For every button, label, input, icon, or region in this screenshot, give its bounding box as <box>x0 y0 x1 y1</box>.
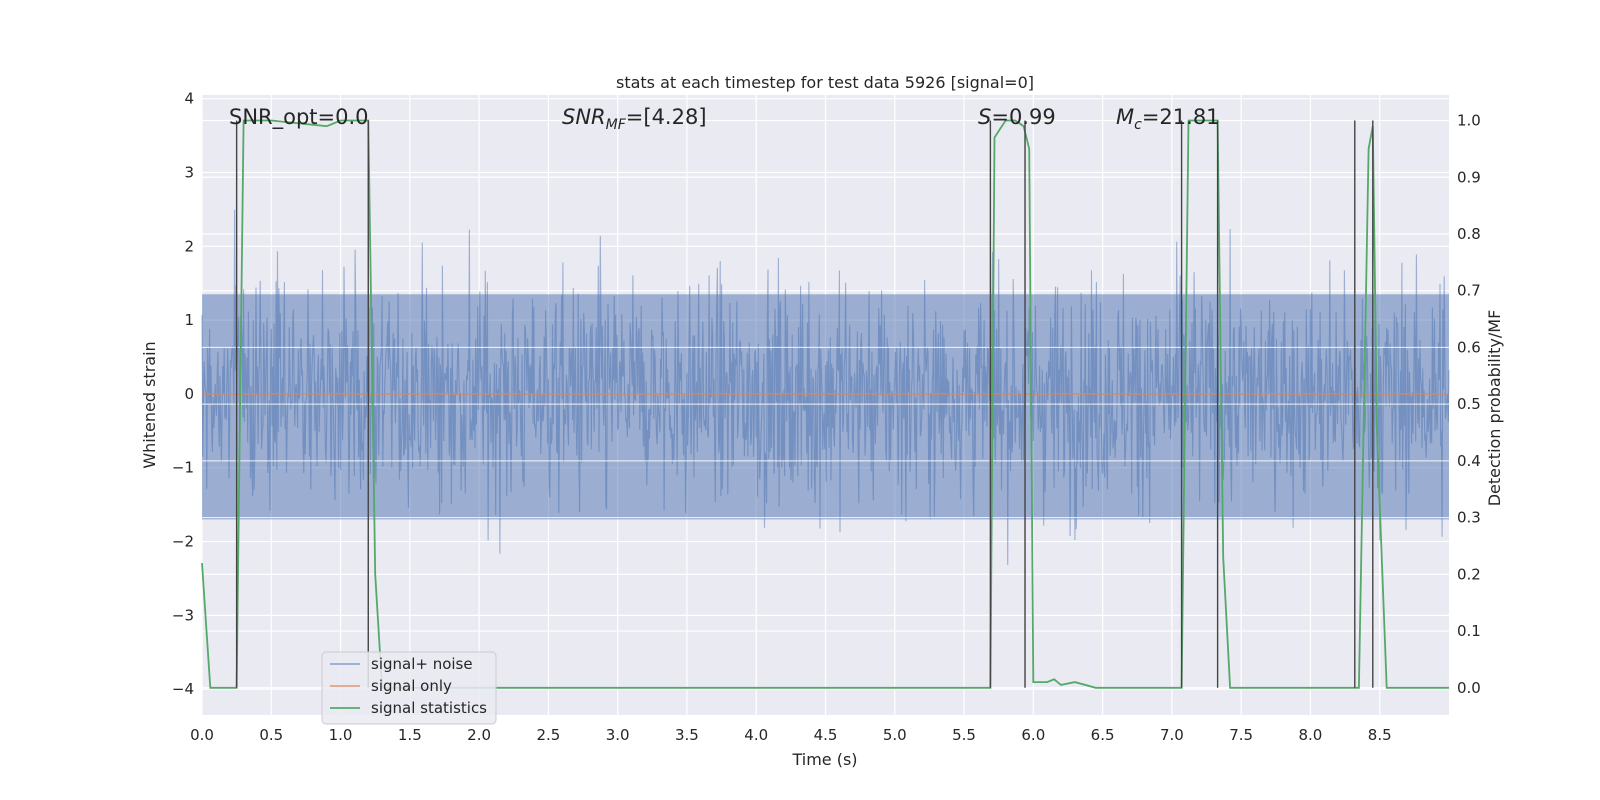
x-axis-label: Time (s) <box>791 750 857 769</box>
y-tick-label: 0 <box>184 385 194 403</box>
x-tick-label: 3.5 <box>675 726 699 744</box>
chart-title: stats at each timestep for test data 592… <box>616 73 1034 92</box>
x-tick-label: 1.0 <box>329 726 353 744</box>
vertical-markers <box>235 120 1374 688</box>
y-tick-label: 1 <box>184 311 194 329</box>
y-tick-label: 2 <box>184 237 194 255</box>
y-tick-label: −2 <box>172 533 194 551</box>
s-symbol: S <box>978 105 991 129</box>
y-right-tick-label: 0.4 <box>1457 452 1481 470</box>
x-tick-label: 6.5 <box>1091 726 1115 744</box>
x-axis-ticks: 0.0 0.5 1.0 1.5 2.0 2.5 3.0 3.5 4.0 4.5 5.0 5.5 6.0 6… <box>190 726 1392 744</box>
signal-statistics-line <box>201 119 1449 689</box>
y-right-tick-label: 0.6 <box>1457 338 1481 356</box>
annotation-s: S=0.99 <box>978 105 1056 129</box>
y-right-tick-label: 0.2 <box>1457 565 1481 583</box>
annotation-snr-opt: SNR_opt=0.0 <box>229 105 369 130</box>
snr-mf-value: =[4.28] <box>626 105 707 129</box>
x-tick-label: 0.0 <box>190 726 214 744</box>
legend-label-signal-statistics: signal statistics <box>371 699 487 717</box>
legend: signal+ noise signal only signal statist… <box>321 651 497 725</box>
y-tick-label: −3 <box>172 606 194 624</box>
x-tick-label: 4.0 <box>744 726 768 744</box>
x-tick-label: 7.5 <box>1229 726 1253 744</box>
y-right-axis-ticks: 1.0 0.9 0.8 0.7 0.6 0.5 0.4 0.3 0.2 0.1 0.0 <box>1457 112 1481 697</box>
x-tick-label: 5.0 <box>883 726 907 744</box>
legend-box <box>321 651 497 725</box>
y-tick-label: −1 <box>172 459 194 477</box>
y-right-axis-label: Detection probability/MF <box>1485 310 1504 507</box>
annotation-snr-mf: SNRMF=[4.28] <box>562 105 707 133</box>
x-tick-label: 2.5 <box>536 726 560 744</box>
snr-mf-subscript: MF <box>606 117 627 133</box>
legend-label-signal-noise: signal+ noise <box>371 655 473 673</box>
y-right-tick-label: 0.7 <box>1457 282 1481 300</box>
s-value: =0.99 <box>991 105 1055 129</box>
y-right-tick-label: 0.5 <box>1457 395 1481 413</box>
x-tick-label: 8.5 <box>1368 726 1392 744</box>
y-right-tick-label: 0.1 <box>1457 622 1481 640</box>
annotation-mc: Mc=21.81 <box>1116 105 1220 133</box>
y-axis-ticks: 4 3 2 1 0 −1 −2 −3 −4 <box>172 90 194 698</box>
y-tick-label: 3 <box>184 164 194 182</box>
y-tick-label: 4 <box>184 90 194 108</box>
mc-subscript: c <box>1134 117 1142 133</box>
line-series <box>201 119 1449 689</box>
y-right-tick-label: 0.9 <box>1457 168 1481 186</box>
y-axis-label: Whitened strain <box>140 341 159 468</box>
y-tick-label: −4 <box>172 680 194 698</box>
x-tick-label: 5.5 <box>952 726 976 744</box>
y-right-tick-label: 0.3 <box>1457 509 1481 527</box>
x-tick-label: 1.5 <box>398 726 422 744</box>
x-tick-label: 4.5 <box>814 726 838 744</box>
x-tick-label: 8.0 <box>1299 726 1323 744</box>
x-tick-label: 2.0 <box>467 726 491 744</box>
legend-label-signal-only: signal only <box>371 677 452 695</box>
y-right-tick-label: 1.0 <box>1457 112 1481 130</box>
snr-mf-symbol: SNR <box>562 105 606 129</box>
x-tick-label: 6.0 <box>1021 726 1045 744</box>
mc-value: =21.81 <box>1142 105 1220 129</box>
signal-noise-band <box>202 294 1449 520</box>
y-right-tick-label: 0.8 <box>1457 225 1481 243</box>
x-tick-label: 7.0 <box>1160 726 1184 744</box>
signal-noise-series <box>201 209 1450 566</box>
y-right-tick-label: 0.0 <box>1457 679 1481 697</box>
x-tick-label: 0.5 <box>259 726 283 744</box>
mc-symbol: M <box>1116 105 1134 129</box>
x-tick-label: 3.0 <box>606 726 630 744</box>
